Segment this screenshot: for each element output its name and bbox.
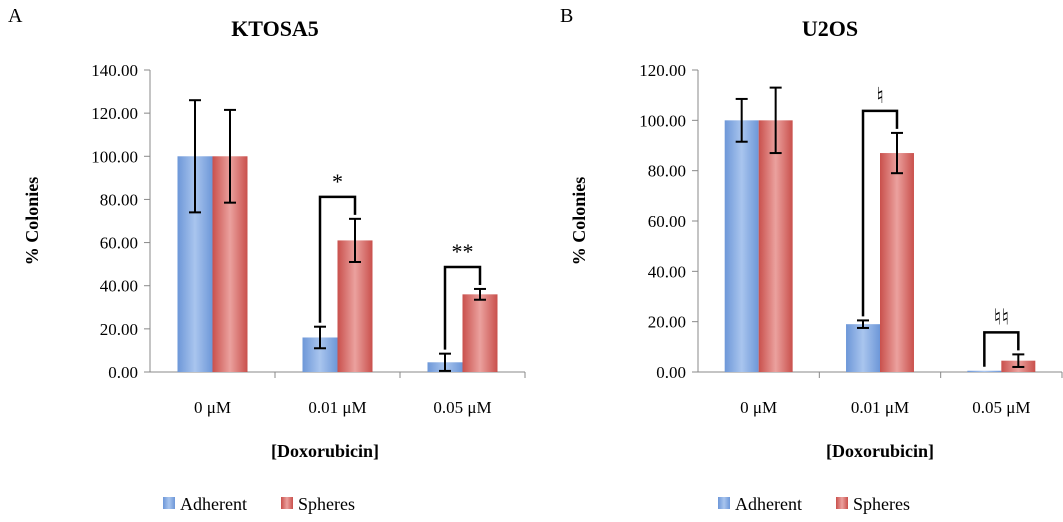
panel-letter: B [560,5,573,27]
legend-label-adherent: Adherent [735,494,802,514]
significance-bracket [318,195,357,323]
y-tick-label: 40.00 [648,262,686,281]
legend-label-spheres: Spheres [853,494,910,514]
y-tick-label: 0.00 [656,363,686,382]
y-tick-label: 60.00 [100,234,138,253]
chart-title: KTOSA5 [231,16,319,41]
y-tick-label: 60.00 [648,212,686,231]
bar-spheres-1 [758,120,793,372]
x-tick-label: 0 μM [740,398,777,417]
significance-bracket [861,109,899,317]
legend-swatch-spheres [836,497,848,509]
x-tick-label: 0.01 μM [851,398,909,417]
significance-bracket [983,331,1020,367]
significance-marker: ♮♮ [993,304,1009,329]
y-tick-label: 120.00 [91,104,138,123]
legend-label-spheres: Spheres [298,494,355,514]
x-tick-label: 0 μM [194,398,231,417]
significance-marker: * [332,169,343,194]
y-tick-label: 120.00 [639,61,686,80]
bar-adherent-3 [967,370,1002,372]
significance-bracket [443,265,482,350]
legend-label-adherent: Adherent [180,494,247,514]
y-tick-label: 80.00 [100,190,138,209]
y-tick-label: 140.00 [91,61,138,80]
y-tick-label: 40.00 [100,277,138,296]
legend-swatch-adherent [163,497,175,509]
y-axis-label: % Colonies [569,177,589,266]
x-axis-label: [Doxorubicin] [271,441,379,461]
x-axis-label: [Doxorubicin] [826,441,934,461]
y-tick-label: 100.00 [639,111,686,130]
bar-spheres-3 [462,294,498,372]
x-tick-label: 0.01 μM [308,398,366,417]
x-tick-label: 0.05 μM [972,398,1030,417]
y-tick-label: 20.00 [100,320,138,339]
significance-marker: ** [452,239,474,264]
bar-adherent-1 [724,120,759,372]
y-tick-label: 20.00 [648,313,686,332]
legend-swatch-adherent [718,497,730,509]
panel-letter: A [8,5,23,27]
y-tick-label: 80.00 [648,162,686,181]
chart-panel-a: A KTOSA5 0.00 20.00 40.00 60.00 80.00 100.00 120… [8,5,526,514]
y-axis-label: % Colonies [22,177,42,266]
y-tick-label: 0.00 [108,363,138,382]
bar-spheres-2 [880,153,914,372]
x-tick-label: 0.05 μM [433,398,491,417]
significance-marker: ♮ [876,83,884,108]
y-tick-label: 100.00 [91,147,138,166]
legend-swatch-spheres [281,497,293,509]
chart-title: U2OS [802,16,858,41]
bar-adherent-2 [846,324,880,372]
chart-panel-b: B U2OS 0.00 20.00 40.00 60.00 80.00 100.00 120.0… [560,5,1063,514]
